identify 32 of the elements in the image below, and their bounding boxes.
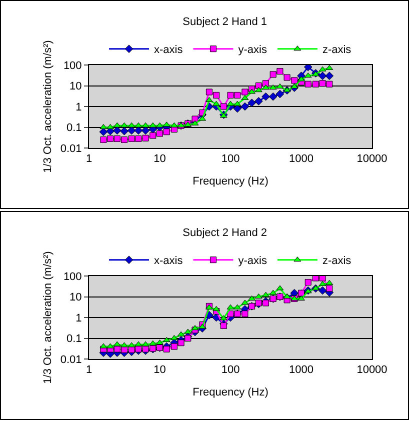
legend-label: x-axis [154, 255, 184, 268]
y-tick-label: 10 [70, 292, 82, 304]
y-tick-label: 1 [76, 101, 82, 114]
x-tick-label: 10 [154, 153, 166, 166]
legend-label: y-axis [238, 44, 268, 56]
y-tick-label: 100 [63, 270, 82, 283]
y-tick-label: 0.01 [60, 142, 82, 155]
y-tick-label: 1 [76, 312, 82, 324]
chart-title: Subject 2 Hand 1 [182, 16, 268, 28]
x-tick-label: 10000 [356, 153, 388, 166]
x-tick-label: 1 [86, 153, 92, 166]
x-axis-title: Frequency (Hz) [192, 175, 268, 188]
x-tick-label: 1000 [289, 153, 314, 166]
x-tick-label: 100 [221, 153, 240, 166]
y-tick-label: 0.1 [66, 122, 82, 134]
y-axis-title: 1/3 Oct. acceleration (m/s²) [42, 40, 54, 173]
y-tick-label: 100 [63, 60, 82, 72]
legend-label: z-axis [322, 255, 352, 268]
x-tick-label: 100 [221, 364, 240, 376]
legend-label: z-axis [322, 44, 352, 56]
x-tick-label: 1 [86, 364, 92, 376]
x-tick-label: 1000 [289, 364, 314, 376]
y-axis-title: 1/3 Oct. acceleration (m/s²) [42, 251, 54, 384]
x-axis-title: Frequency (Hz) [192, 386, 268, 398]
legend-label: y-axis [238, 255, 268, 268]
x-tick-label: 10000 [356, 364, 388, 376]
x-tick-label: 10 [154, 364, 166, 376]
legend-label: x-axis [154, 44, 184, 56]
y-tick-label: 10 [70, 80, 82, 93]
chart-title: Subject 2 Hand 2 [182, 226, 268, 239]
y-tick-label: 0.01 [60, 354, 82, 366]
y-tick-label: 0.1 [66, 333, 82, 346]
